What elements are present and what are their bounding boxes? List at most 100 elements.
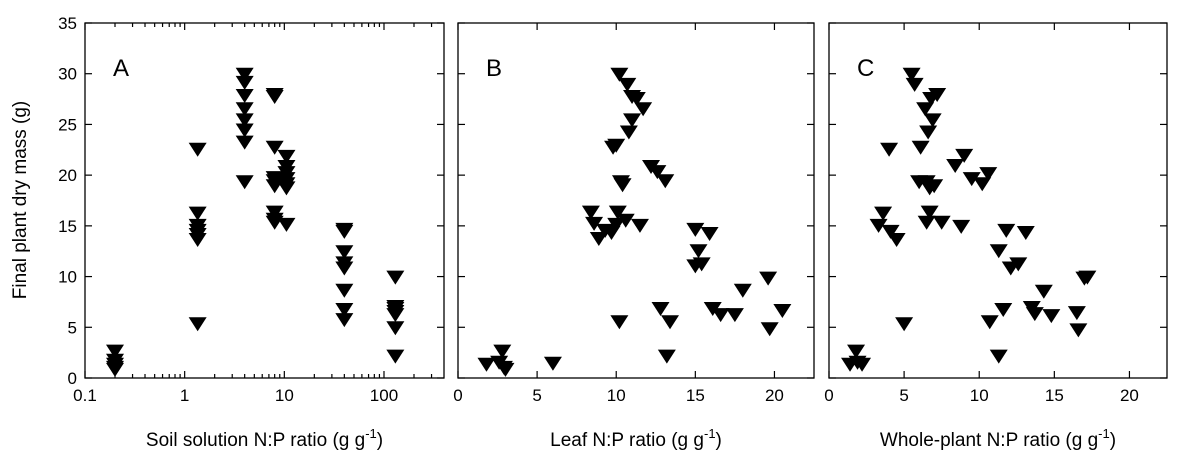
data-point <box>925 179 944 194</box>
plot-frame <box>84 22 445 379</box>
data-point <box>188 206 207 221</box>
data-point <box>235 175 254 190</box>
x-axis-title: Leaf N:P ratio (g g-1) <box>550 426 722 451</box>
y-tick-label: 5 <box>68 318 77 337</box>
data-point <box>923 113 942 128</box>
x-axis-title: Soil solution N:P ratio (g g-1) <box>146 426 383 451</box>
data-point <box>589 232 608 247</box>
data-point <box>235 113 254 128</box>
data-point <box>1016 225 1035 240</box>
data-point <box>610 67 629 82</box>
data-point <box>277 181 296 196</box>
data-point <box>335 245 354 260</box>
data-point <box>585 216 604 231</box>
data-point <box>630 218 649 233</box>
x-tick-label: 1 <box>180 386 189 405</box>
data-point <box>759 271 778 286</box>
y-tick-label: 30 <box>58 65 77 84</box>
data-point <box>725 308 744 323</box>
data-point <box>651 302 670 317</box>
y-tick-label: 15 <box>58 217 77 236</box>
data-point <box>265 90 284 105</box>
data-point <box>277 149 296 164</box>
data-point <box>623 113 642 128</box>
data-point <box>917 215 936 230</box>
data-point <box>932 215 951 230</box>
data-point <box>916 102 935 117</box>
data-point <box>657 349 676 364</box>
data-point <box>880 142 899 157</box>
data-point <box>962 172 981 187</box>
x-axis-title: Whole-plant N:P ratio (g g-1) <box>880 426 1116 451</box>
data-point <box>335 224 354 239</box>
data-point <box>335 313 354 328</box>
data-point <box>760 322 779 337</box>
data-point <box>952 219 971 234</box>
x-tick-label: 10 <box>607 386 626 405</box>
data-point <box>477 357 496 372</box>
data-point <box>973 177 992 192</box>
data-point <box>335 261 354 276</box>
y-tick-label: 20 <box>58 166 77 185</box>
data-point <box>235 102 254 117</box>
data-point <box>608 205 627 220</box>
data-point <box>689 244 708 259</box>
data-point <box>895 317 914 332</box>
data-point <box>946 159 965 173</box>
data-point <box>911 140 930 155</box>
y-axis-title: Final plant dry mass (g) <box>10 101 31 300</box>
data-point <box>627 92 646 107</box>
panel-letter: B <box>486 55 502 82</box>
data-point <box>1042 309 1061 324</box>
data-point <box>386 308 405 323</box>
data-point <box>188 233 207 248</box>
data-point <box>853 357 872 372</box>
data-point <box>773 304 792 319</box>
data-point <box>607 217 626 232</box>
data-point <box>335 283 354 298</box>
data-point <box>661 315 680 330</box>
data-point <box>265 140 284 155</box>
data-point <box>619 125 638 140</box>
x-tick-label: 20 <box>765 386 784 405</box>
data-point <box>616 213 635 228</box>
data-point <box>869 218 888 233</box>
data-point <box>1009 257 1028 272</box>
data-point <box>656 174 675 189</box>
panel-a: 0 5 10 15 20 25 30 35 0.1 1 10 100 A Soil solution N:… <box>58 14 445 451</box>
y-tick-label: 35 <box>58 14 77 33</box>
x-tick-label: 15 <box>1045 386 1064 405</box>
data-point <box>386 349 405 364</box>
plot-frame <box>457 22 815 379</box>
data-point <box>386 270 405 285</box>
data-point <box>997 223 1016 238</box>
data-point <box>686 222 705 237</box>
data-point <box>920 205 939 220</box>
data-point <box>277 217 296 232</box>
data-point <box>847 344 866 359</box>
data-point <box>634 102 653 117</box>
data-point <box>692 257 711 272</box>
y-tick-label: 10 <box>58 268 77 287</box>
data-point <box>989 244 1008 259</box>
plot-frame <box>828 22 1168 379</box>
data-point <box>733 283 752 298</box>
panel-letter: C <box>857 55 874 82</box>
data-point <box>235 75 254 90</box>
y-tick-label: 0 <box>68 369 77 388</box>
data-point <box>700 226 719 241</box>
panel-c: 0 5 10 15 20 C Whole-plant N:P ratio (g g-1) <box>824 22 1168 451</box>
data-point <box>1025 307 1044 322</box>
data-point <box>607 138 626 153</box>
panel-b: 0 5 10 15 20 B Leaf N:P ratio (g g-1) <box>453 22 815 451</box>
data-point <box>335 303 354 318</box>
data-point <box>648 165 667 180</box>
data-point <box>887 233 906 248</box>
x-tick-label: 5 <box>532 386 541 405</box>
data-point <box>496 362 515 377</box>
data-point <box>989 349 1008 364</box>
data-point <box>955 148 974 163</box>
data-point <box>994 303 1013 318</box>
